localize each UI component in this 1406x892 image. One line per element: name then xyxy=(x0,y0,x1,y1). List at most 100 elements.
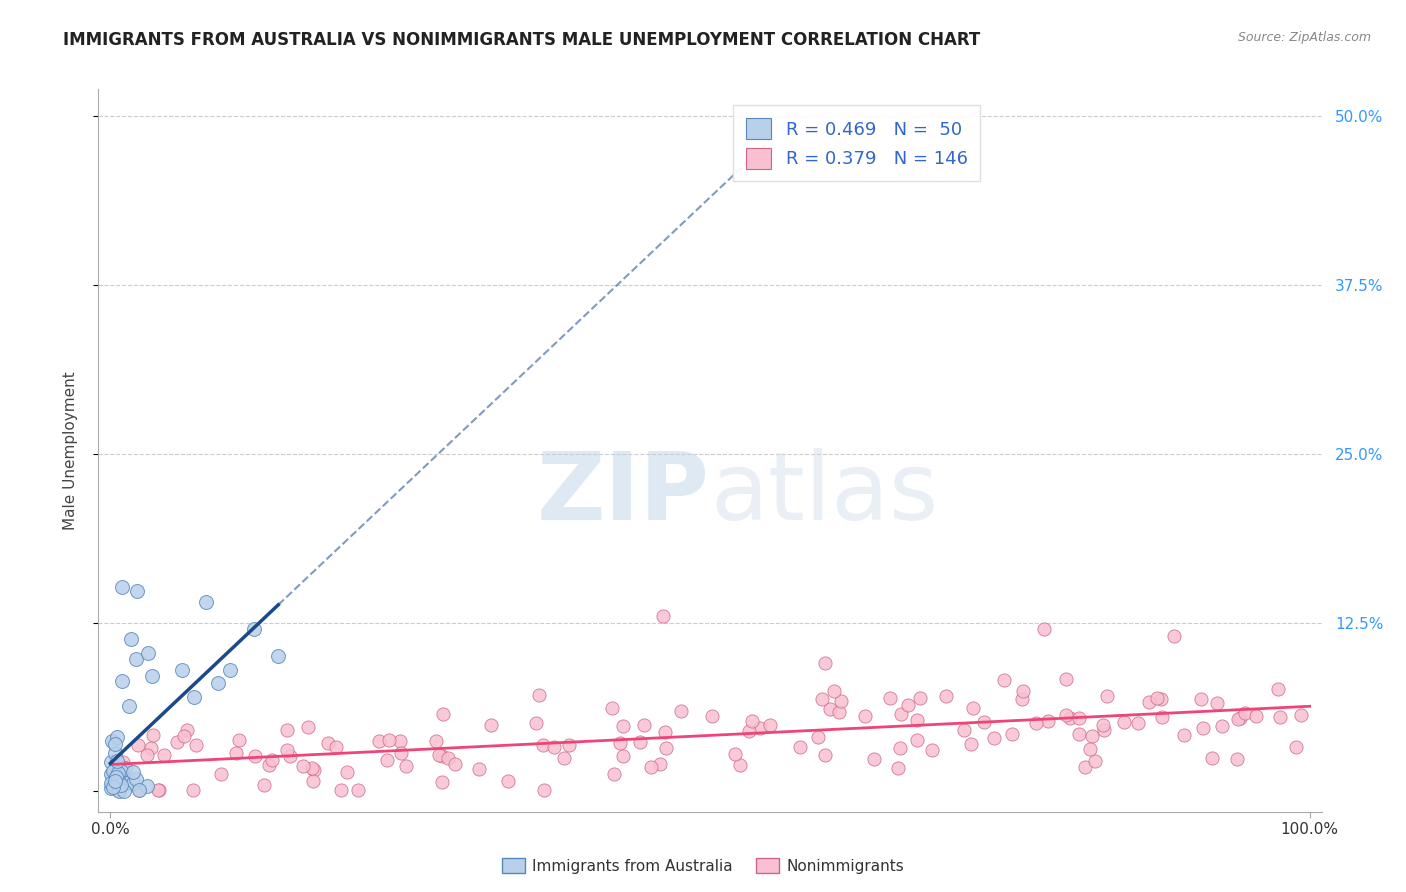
Point xyxy=(1038,714,1060,729)
Point xyxy=(330,783,353,797)
Point xyxy=(603,767,626,781)
Point xyxy=(136,779,159,793)
Text: Source: ZipAtlas.com: Source: ZipAtlas.com xyxy=(1237,31,1371,45)
Point xyxy=(389,733,412,747)
Point xyxy=(111,580,134,594)
Point xyxy=(291,759,314,773)
Point xyxy=(1074,760,1097,774)
Point xyxy=(1268,710,1291,724)
Point xyxy=(267,649,290,664)
Point xyxy=(136,646,159,660)
Y-axis label: Male Unemployment: Male Unemployment xyxy=(63,371,77,530)
Point xyxy=(259,757,281,772)
Point xyxy=(1001,727,1024,741)
Point xyxy=(1025,716,1047,731)
Point xyxy=(830,694,852,708)
Text: atlas: atlas xyxy=(710,448,938,540)
Point xyxy=(104,778,127,792)
Point xyxy=(728,757,751,772)
Point xyxy=(302,773,325,788)
Point xyxy=(921,742,943,756)
Legend: Immigrants from Australia, Nonimmigrants: Immigrants from Australia, Nonimmigrants xyxy=(496,852,910,880)
Point xyxy=(1201,751,1223,765)
Text: IMMIGRANTS FROM AUSTRALIA VS NONIMMIGRANTS MALE UNEMPLOYMENT CORRELATION CHART: IMMIGRANTS FROM AUSTRALIA VS NONIMMIGRAN… xyxy=(63,31,980,49)
Point xyxy=(115,776,138,790)
Point xyxy=(1012,683,1035,698)
Point xyxy=(105,777,128,791)
Point xyxy=(724,747,747,761)
Point xyxy=(243,623,266,637)
Point xyxy=(758,718,780,732)
Point xyxy=(395,759,418,773)
Point xyxy=(553,751,575,765)
Point xyxy=(962,701,984,715)
Point xyxy=(650,756,672,771)
Point xyxy=(1126,715,1149,730)
Point xyxy=(543,739,565,754)
Point xyxy=(1011,691,1033,706)
Point xyxy=(1226,752,1249,766)
Point xyxy=(853,709,876,723)
Point xyxy=(146,783,169,797)
Point xyxy=(301,761,323,775)
Point xyxy=(111,673,134,688)
Point xyxy=(253,778,276,792)
Point xyxy=(828,705,851,719)
Point xyxy=(973,714,995,729)
Point xyxy=(1054,707,1077,722)
Point xyxy=(101,775,124,789)
Point xyxy=(110,764,132,778)
Point xyxy=(897,698,920,712)
Text: ZIP: ZIP xyxy=(537,448,710,540)
Point xyxy=(1205,696,1227,710)
Point xyxy=(609,736,631,750)
Point xyxy=(1173,728,1195,742)
Point xyxy=(807,730,830,744)
Point xyxy=(104,746,127,760)
Point xyxy=(993,673,1015,687)
Point xyxy=(823,684,845,698)
Point xyxy=(105,754,128,768)
Point xyxy=(1078,741,1101,756)
Point xyxy=(702,708,724,723)
Point xyxy=(425,733,447,747)
Point xyxy=(741,714,763,728)
Point xyxy=(120,632,142,646)
Point xyxy=(316,735,339,749)
Point xyxy=(114,761,136,775)
Point xyxy=(524,716,547,731)
Point xyxy=(1069,726,1091,740)
Point xyxy=(100,781,122,796)
Point xyxy=(814,656,837,670)
Point xyxy=(172,663,194,677)
Point xyxy=(1289,708,1312,723)
Point xyxy=(983,731,1005,746)
Point xyxy=(128,783,150,797)
Point xyxy=(818,702,841,716)
Point xyxy=(105,768,128,782)
Point xyxy=(1081,729,1104,743)
Point xyxy=(1191,721,1213,735)
Point xyxy=(1285,740,1308,755)
Point xyxy=(1163,629,1185,643)
Point xyxy=(104,738,127,752)
Point xyxy=(105,730,128,744)
Point xyxy=(1137,695,1160,709)
Point xyxy=(101,764,124,779)
Point xyxy=(110,779,132,793)
Point xyxy=(640,760,662,774)
Point xyxy=(184,738,207,752)
Point xyxy=(125,652,148,666)
Point xyxy=(173,729,195,743)
Point xyxy=(108,783,131,797)
Point xyxy=(125,772,148,787)
Point xyxy=(336,764,359,779)
Point xyxy=(122,765,145,780)
Point xyxy=(1229,711,1251,725)
Point xyxy=(612,748,634,763)
Legend: R = 0.469   N =  50, R = 0.379   N = 146: R = 0.469 N = 50, R = 0.379 N = 146 xyxy=(734,105,980,181)
Point xyxy=(105,774,128,789)
Point xyxy=(437,750,460,764)
Point xyxy=(104,774,127,789)
Point xyxy=(112,756,135,770)
